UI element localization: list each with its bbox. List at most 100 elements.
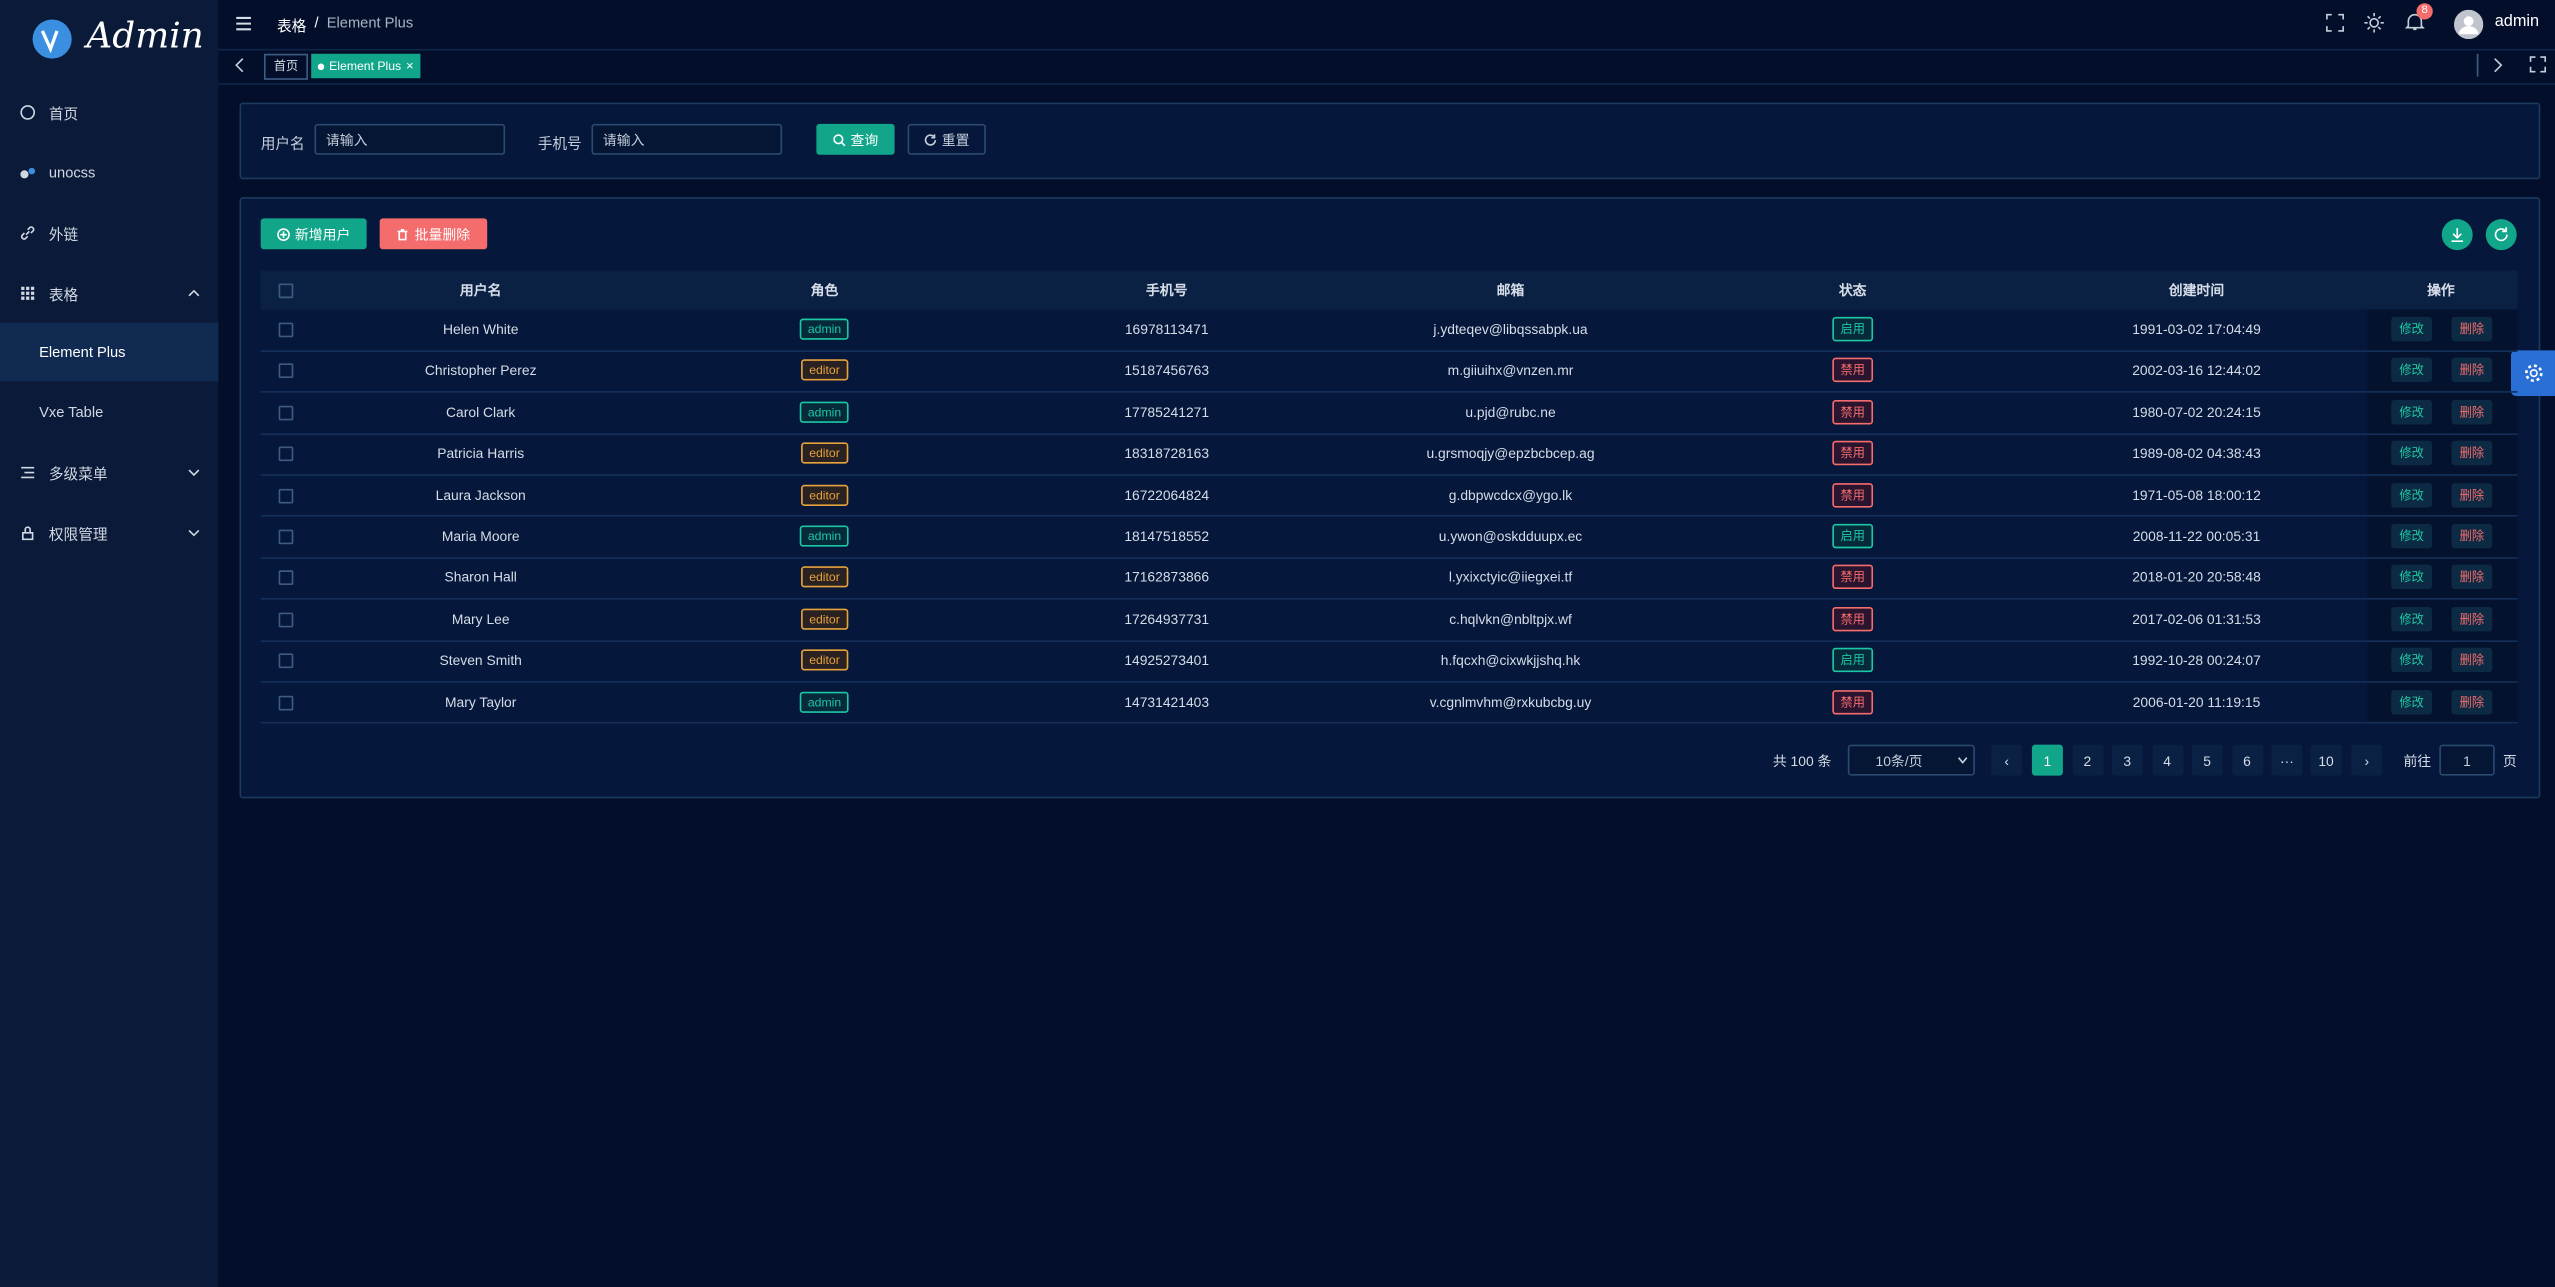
row-divider [260, 556, 2518, 559]
row-checkbox[interactable] [278, 570, 294, 586]
edit-button[interactable]: 修改 [2391, 399, 2432, 425]
sidebar: Admin [0, 0, 219, 1287]
menu-item[interactable]: Vxe Table [0, 383, 218, 442]
tag-active[interactable]: Element Plus × [311, 53, 421, 79]
page-number[interactable]: 1 [2031, 744, 2063, 776]
row-checkbox[interactable] [278, 695, 294, 710]
menu-icon [21, 286, 35, 300]
page-number[interactable]: 10 [2310, 744, 2342, 776]
delete-button[interactable]: 删除 [2451, 441, 2493, 466]
edit-button[interactable]: 修改 [2391, 565, 2432, 590]
cell-text: 2002-03-16 12:44:02 [2132, 362, 2261, 379]
delete-button[interactable]: 删除 [2451, 399, 2493, 425]
row-divider [260, 722, 2518, 724]
row-checkbox[interactable] [278, 529, 294, 545]
row-checkbox[interactable] [278, 612, 294, 628]
menu-label: unocss [48, 164, 96, 181]
settings-button[interactable] [2510, 350, 2555, 396]
cell-text: 17264937731 [1124, 610, 1210, 628]
menu-label: 多级菜单 [48, 465, 108, 482]
row-checkbox[interactable] [278, 446, 294, 462]
role-tag: editor [801, 442, 848, 464]
reset-button[interactable]: 重置 [907, 123, 986, 155]
prev-page[interactable]: ‹ [1991, 744, 2023, 776]
page-number[interactable]: 5 [2191, 744, 2223, 776]
edit-button[interactable]: 修改 [2391, 358, 2432, 383]
search-card [239, 102, 2541, 180]
batch-delete-button[interactable]: 批量删除 [379, 218, 488, 250]
edit-button[interactable]: 修改 [2391, 606, 2432, 632]
delete-button[interactable]: 删除 [2451, 523, 2493, 549]
status-tag: 禁用 [1832, 358, 1874, 383]
edit-button[interactable]: 修改 [2391, 441, 2432, 466]
tags-prev[interactable] [233, 57, 246, 73]
tags-next[interactable] [2491, 57, 2504, 73]
menu-label: 权限管理 [48, 525, 108, 542]
row-divider [260, 473, 2518, 476]
page-ellipsis[interactable]: ··· [2271, 744, 2303, 776]
delete-button[interactable]: 删除 [2451, 316, 2493, 342]
delete-button[interactable]: 删除 [2451, 606, 2493, 632]
menu-item[interactable]: 表格 [0, 264, 218, 323]
delete-button[interactable]: 删除 [2451, 689, 2493, 714]
add-button[interactable]: 新增用户 [260, 218, 367, 250]
delete-button[interactable]: 删除 [2451, 358, 2493, 383]
download-button[interactable] [2441, 218, 2474, 251]
menu-label: 外链 [48, 225, 79, 242]
edit-button[interactable]: 修改 [2391, 523, 2432, 549]
menu-item[interactable]: 外链 [0, 204, 218, 263]
cell-text: Mary Taylor [445, 693, 517, 710]
search-button[interactable]: 查询 [816, 123, 895, 155]
role-tag: admin [799, 525, 850, 547]
row-checkbox[interactable] [278, 405, 294, 421]
row-checkbox[interactable] [278, 488, 294, 503]
username[interactable]: admin [2494, 13, 2540, 31]
menu-item[interactable]: Element Plus [0, 322, 219, 382]
edit-button[interactable]: 修改 [2391, 482, 2432, 507]
menu-label: 表格 [48, 285, 79, 303]
row-checkbox[interactable] [278, 653, 294, 669]
avatar[interactable] [2453, 9, 2484, 40]
select-arrow [1957, 757, 1968, 764]
row-checkbox[interactable] [278, 364, 294, 379]
tag-close[interactable]: × [406, 58, 414, 74]
next-page[interactable]: › [2351, 744, 2383, 776]
search-input[interactable]: 请输入 [314, 123, 506, 155]
page-size-select[interactable]: 10条/页 [1847, 744, 1975, 776]
status-tag: 禁用 [1832, 399, 1874, 425]
menu-item[interactable]: 首页 [0, 83, 218, 142]
breadcrumb-item[interactable]: 表格 [277, 17, 307, 35]
hamburger[interactable] [235, 15, 253, 33]
edit-button[interactable]: 修改 [2391, 316, 2432, 342]
tag-label: Element Plus [329, 58, 402, 74]
page-number[interactable]: 4 [2151, 744, 2183, 776]
fullscreen-icon[interactable] [2325, 13, 2345, 33]
tag[interactable]: 首页 [263, 53, 308, 80]
theme-icon[interactable] [2364, 13, 2384, 33]
tags-fullscreen[interactable] [2529, 55, 2547, 73]
row-divider [260, 639, 2518, 642]
cell-text: 2017-02-06 01:31:53 [2132, 610, 2261, 628]
edit-button[interactable]: 修改 [2391, 648, 2432, 673]
cell-text: 16978113471 [1124, 321, 1209, 338]
delete-button[interactable]: 删除 [2451, 565, 2493, 590]
edit-button[interactable]: 修改 [2391, 689, 2432, 714]
menu-item[interactable]: 多级菜单 [0, 443, 218, 502]
status-tag: 禁用 [1832, 606, 1874, 632]
delete-button[interactable]: 删除 [2451, 482, 2493, 507]
page-number[interactable]: 3 [2111, 744, 2143, 776]
menu-item[interactable]: unocss [0, 143, 218, 202]
menu-item[interactable]: 权限管理 [0, 504, 218, 563]
goto-input[interactable]: 1 [2439, 744, 2495, 776]
delete-button[interactable]: 删除 [2451, 648, 2493, 673]
page-number[interactable]: 6 [2231, 744, 2263, 776]
logo-icon [32, 19, 72, 59]
refresh-button[interactable] [2485, 218, 2518, 251]
column-header: 邮箱 [1496, 281, 1525, 299]
page-number[interactable]: 2 [2071, 744, 2103, 776]
search-input[interactable]: 请输入 [591, 123, 783, 155]
table-header [260, 270, 2518, 310]
row-checkbox[interactable] [278, 322, 294, 338]
header-checkbox[interactable] [278, 283, 294, 299]
